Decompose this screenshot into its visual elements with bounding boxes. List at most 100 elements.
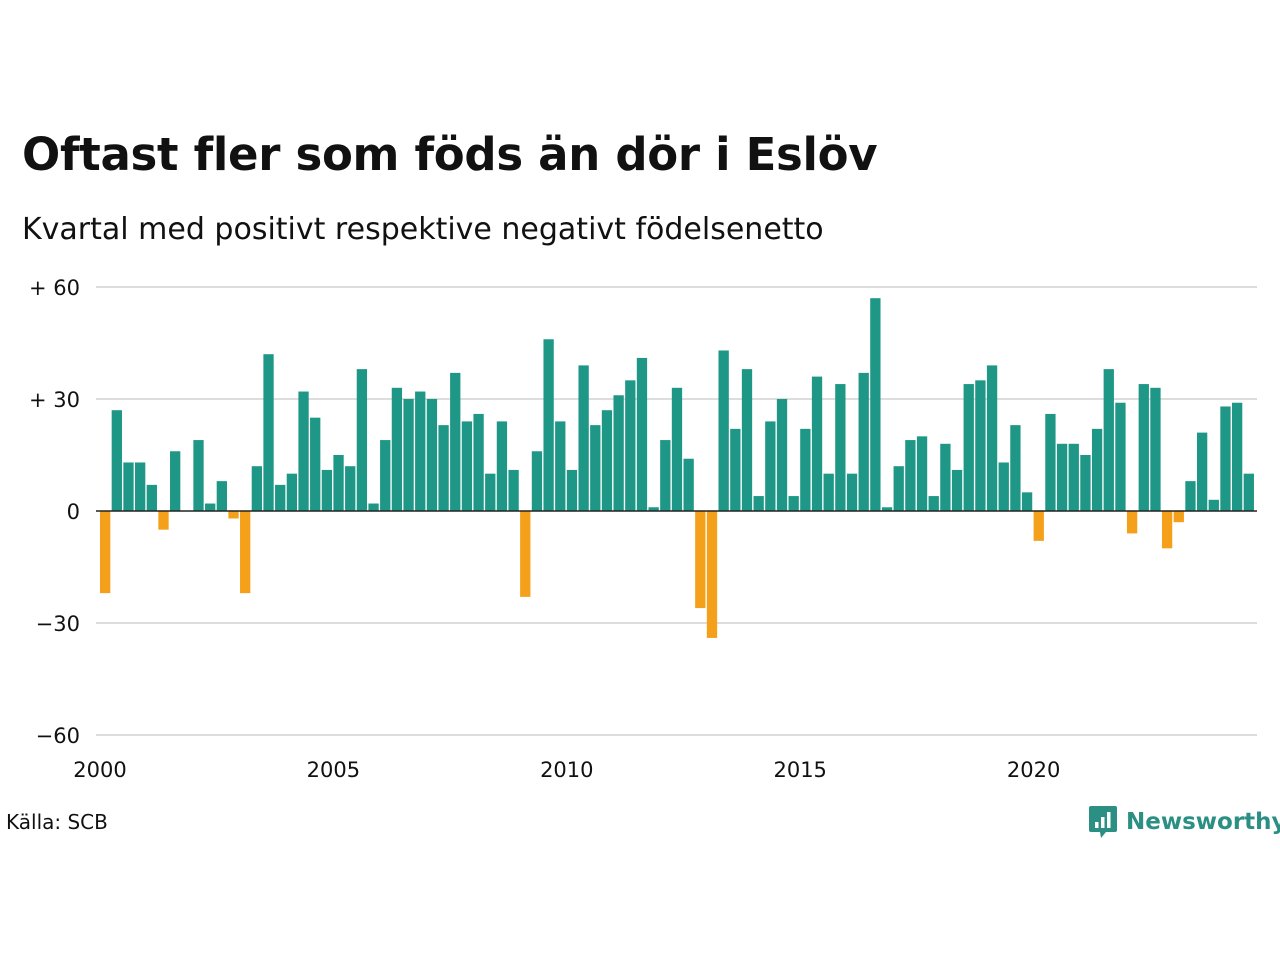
newsworthy-logo-icon [1089,806,1117,838]
bar [1068,443,1079,511]
source-note: Källa: SCB [6,810,108,834]
bar [1010,425,1021,511]
bar [975,380,986,511]
bar [1080,455,1091,511]
bar [321,469,333,511]
bar [1243,473,1254,511]
bar [1196,432,1208,511]
bar [776,399,788,511]
bar [671,387,683,511]
bar [298,391,309,511]
bar [893,466,904,511]
bar [251,466,263,511]
bar [1045,413,1056,511]
bar [730,428,741,511]
bar [706,511,718,638]
bar [1056,443,1068,511]
x-tick-label: 2015 [773,758,826,782]
bar [286,473,298,511]
x-tick-label: 2000 [73,758,126,782]
bar [426,399,438,511]
bar [870,298,881,511]
bar [135,462,146,511]
y-tick-label: + 60 [29,276,80,300]
x-axis-labels: 2000 2005 2010 2015 2020 [73,758,1060,782]
bar [718,350,729,511]
bar [473,413,484,511]
y-tick-label: −60 [36,724,80,748]
bar [951,469,963,511]
bar [146,484,157,511]
bar [123,462,134,511]
bars [100,298,1254,638]
bar [846,473,858,511]
bar [660,440,671,511]
bar [345,466,356,511]
bar [158,511,169,530]
bar [450,372,461,511]
bar [438,425,449,511]
bar [520,511,531,597]
bar [811,376,823,511]
bar [1173,511,1184,523]
bar [695,511,706,609]
bar [1220,406,1231,511]
bar [1185,481,1196,511]
gridlines [96,286,1257,736]
bar [881,507,893,511]
bar [590,425,601,511]
bar [193,440,204,511]
y-tick-label: −30 [36,612,80,636]
bar [1208,499,1219,511]
bar [613,395,624,511]
bar [1115,402,1126,511]
bar [380,440,391,511]
brand-logo: Newsworthy [1088,804,1280,840]
bar [403,399,414,511]
bar [800,428,811,511]
bar [963,384,974,511]
bar [216,481,227,511]
bar [928,496,939,511]
bar [485,473,496,511]
bar [916,436,928,511]
x-tick-label: 2020 [1007,758,1060,782]
bar [555,421,566,511]
bar [228,511,239,519]
bar [356,369,368,511]
bar [240,511,251,594]
bar [1033,511,1044,541]
bar [263,354,274,511]
bar [496,421,508,511]
bar [823,473,834,511]
bar [683,458,694,511]
bar [753,496,764,511]
bar [508,469,519,511]
bar [333,455,344,511]
bar [391,387,403,511]
chart-title: Oftast fler som föds än dör i Eslöv [22,128,878,181]
bar [648,507,659,511]
bar [998,462,1009,511]
bar [543,339,554,511]
bar [858,372,869,511]
bar [100,511,111,594]
brand-name: Newsworthy [1126,809,1280,835]
bar [986,365,998,511]
bar [170,451,181,511]
bar [205,503,216,511]
bar [111,410,122,511]
bar [601,410,613,511]
bar [1021,492,1033,511]
x-tick-label: 2005 [307,758,360,782]
bar [1150,387,1161,511]
bar [1103,369,1114,511]
y-tick-label: 0 [67,500,80,524]
bar [940,443,951,511]
bar [531,451,543,511]
bar [765,421,776,511]
y-tick-label: + 30 [29,388,80,412]
bar [1138,384,1149,511]
chart-subtitle: Kvartal med positivt respektive negativt… [22,212,824,247]
